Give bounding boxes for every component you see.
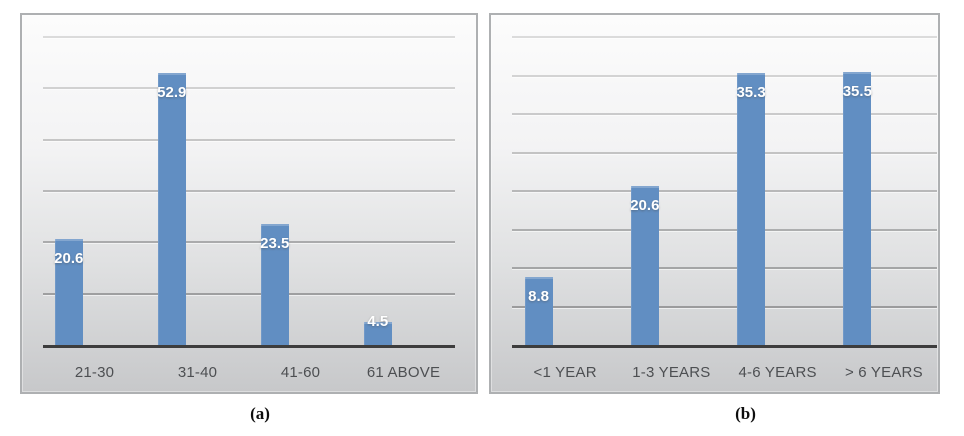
bar-value-label: 4.5 — [367, 312, 389, 330]
bar-4-6 YEARS: 35.3 — [736, 73, 766, 345]
category-axis-a: 21-30 31-40 41-60 61 ABOVE — [43, 364, 455, 381]
gridline — [43, 36, 455, 38]
bar-value-label: 35.3 — [736, 84, 766, 102]
gridline — [43, 292, 455, 295]
bar-31-40: 52.9 — [157, 73, 187, 345]
gridline — [512, 74, 937, 77]
caption-a: (a) — [250, 404, 270, 423]
bar-value-label: 20.6 — [630, 197, 660, 215]
category-label: 61 ABOVE — [366, 364, 441, 381]
category-label: 41-60 — [280, 364, 321, 381]
chart-panel-b: 8.8 20.6 35.3 35.5 <1 YEAR 1-3 YEARS 4-6 YEAR… — [489, 13, 940, 394]
caption-b: (b) — [735, 404, 756, 423]
plot-area-a: 20.6 52.9 23.5 4.5 — [43, 36, 455, 348]
bar-<1 YEAR: 8.8 — [524, 277, 553, 345]
bar-value-label: 20.6 — [54, 250, 84, 268]
category-label: 1-3 YEARS — [632, 364, 711, 381]
bar-value-label: 35.5 — [842, 82, 872, 100]
category-label: 4-6 YEARS — [738, 364, 817, 381]
category-label: <1 YEAR — [533, 364, 597, 381]
gridline — [43, 138, 455, 141]
category-label: > 6 YEARS — [844, 364, 923, 381]
gridline — [43, 190, 455, 192]
bar-value-label: 8.8 — [528, 288, 549, 306]
gridline — [512, 190, 937, 192]
category-axis-b: <1 YEAR 1-3 YEARS 4-6 YEARS > 6 YEARS — [512, 364, 937, 381]
plot-area-b: 8.8 20.6 35.3 35.5 — [512, 36, 937, 348]
bar-61 ABOVE: 4.5 — [363, 313, 392, 345]
bar-> 6 YEARS: 35.5 — [842, 71, 872, 345]
bar-1-3 YEARS: 20.6 — [630, 186, 660, 345]
category-label: 21-30 — [74, 364, 115, 381]
gridline — [512, 151, 937, 154]
gridline — [512, 36, 937, 38]
bar-21-30: 20.6 — [54, 239, 84, 345]
chart-panel-a: 20.6 52.9 23.5 4.5 21-30 31-40 41-60 61 ABOVE — [20, 13, 478, 394]
bar-41-60: 23.5 — [260, 224, 290, 345]
bar-value-label: 52.9 — [157, 84, 187, 102]
category-label: 31-40 — [177, 364, 218, 381]
gridline — [512, 113, 937, 115]
gridline — [512, 267, 937, 269]
gridline — [43, 87, 455, 90]
gridline — [43, 241, 455, 244]
bar-value-label: 23.5 — [260, 235, 290, 253]
gridline — [512, 228, 937, 231]
gridline — [512, 305, 937, 308]
